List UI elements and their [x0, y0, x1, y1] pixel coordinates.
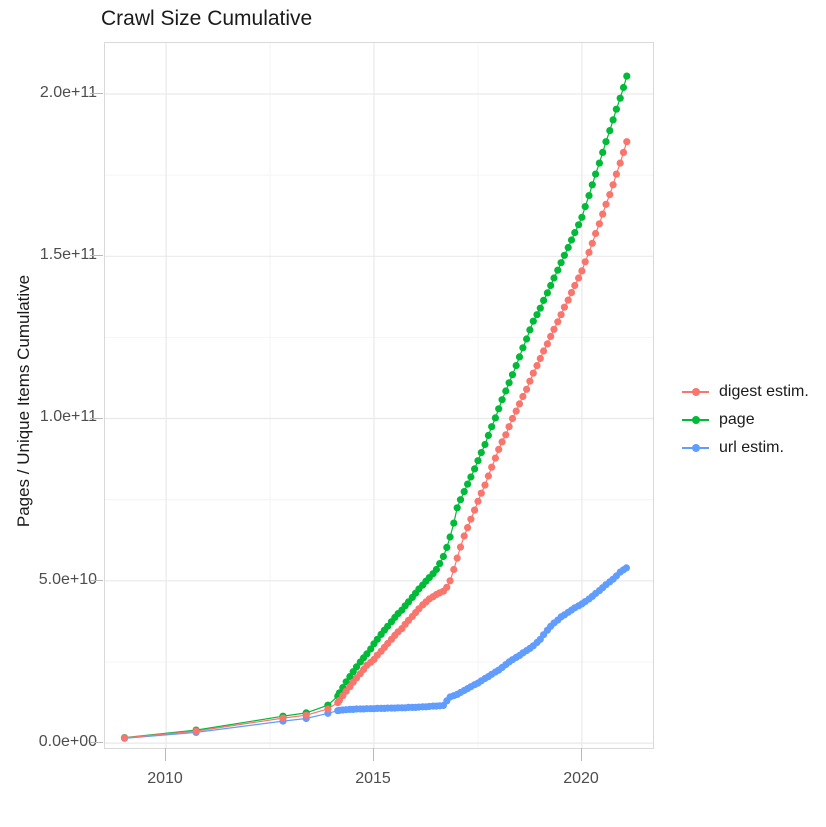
x-tick-label: 2020 [563, 770, 599, 787]
url-series-key-icon [682, 440, 709, 457]
y-tick-label: 1.5e+11 [39, 246, 97, 263]
y-tick-mark [90, 418, 103, 419]
y-tick-mark [90, 255, 103, 256]
legend-item-url: url estim. [682, 434, 809, 462]
y-tick-label: 1.0e+11 [39, 408, 97, 425]
y-axis-title: Pages / Unique Items Cumulative [14, 274, 33, 528]
y-tick-label: 5.0e+10 [38, 571, 97, 588]
legend-item-page: page [682, 406, 809, 434]
y-tick-mark [90, 93, 103, 94]
y-tick-label: 2.0e+11 [39, 84, 97, 101]
digest-series-key-icon [682, 384, 709, 401]
series-page [120, 72, 631, 742]
legend-label: url estim. [719, 439, 784, 456]
plot-svg [105, 43, 653, 748]
legend-item-digest: digest estim. [682, 378, 809, 406]
legend-label: digest estim. [719, 383, 809, 400]
x-tick-mark [165, 748, 166, 761]
plot-panel [104, 42, 654, 749]
y-tick-mark [90, 742, 103, 743]
series-digestestim [120, 138, 631, 742]
legend-label: page [719, 411, 755, 428]
legend: digest estim. page url estim. [682, 378, 809, 462]
x-tick-label: 2010 [147, 770, 183, 787]
page-title: Crawl Size Cumulative [101, 7, 313, 30]
x-tick-mark [581, 748, 582, 761]
y-tick-mark [90, 580, 103, 581]
y-tick-label: 0.0e+00 [38, 733, 97, 750]
series-urlestim [120, 564, 631, 742]
x-tick-mark [373, 748, 374, 761]
x-tick-label: 2015 [355, 770, 391, 787]
page-series-key-icon [682, 412, 709, 429]
